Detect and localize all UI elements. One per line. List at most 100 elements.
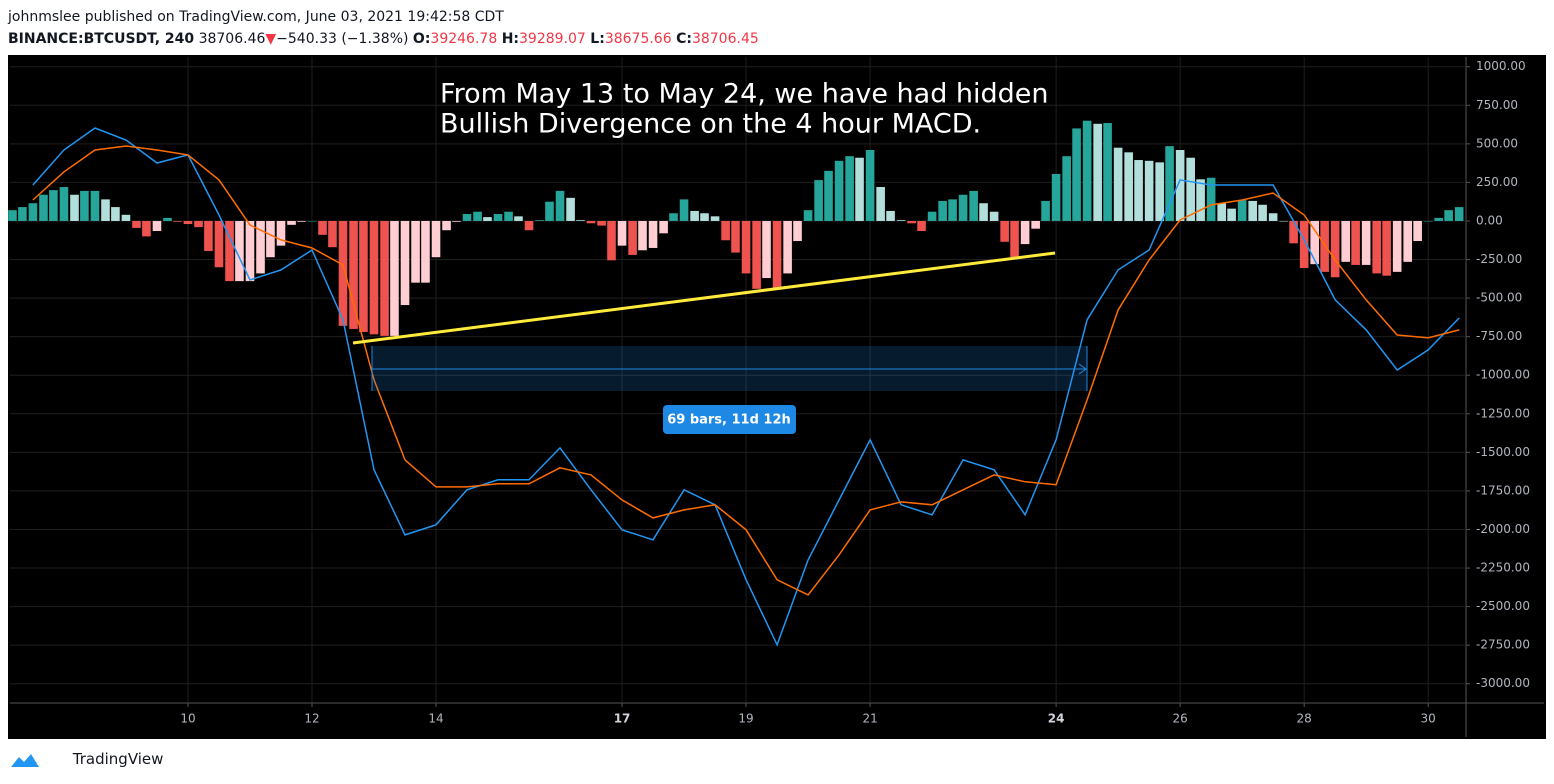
histogram-bar [679, 199, 689, 221]
histogram-bar [70, 194, 79, 221]
histogram-bar [1041, 200, 1050, 221]
histogram-bar [1206, 177, 1216, 221]
histogram-bar [628, 220, 637, 255]
histogram-bar [49, 190, 58, 221]
histogram-bar [287, 220, 296, 225]
histogram-bar [266, 220, 275, 258]
x-tick-label: 19 [738, 712, 753, 726]
histogram-bar [318, 220, 327, 235]
histogram-bar [576, 220, 585, 221]
annotation: From May 13 to May 24, we have had hidde… [440, 79, 1049, 110]
y-tick-label: 750.00 [1476, 98, 1518, 112]
histogram-bar [1000, 220, 1009, 242]
histogram-bar [865, 150, 875, 221]
histogram-bar [876, 187, 885, 221]
histogram-bar [731, 220, 740, 253]
x-tick-label: 17 [614, 712, 631, 726]
histogram-bar [514, 216, 523, 221]
histogram-bar [907, 220, 916, 224]
histogram-bar [1175, 150, 1185, 221]
open: 39246.78 [430, 31, 498, 47]
histogram-bar [772, 220, 782, 289]
histogram-bar [214, 220, 224, 268]
histogram-bar [545, 201, 554, 221]
histogram-bar [1320, 220, 1329, 272]
histogram-bar [18, 207, 27, 221]
brand: TradingView [72, 750, 164, 768]
line-series [32, 145, 1460, 596]
y-tick-label: -1750.00 [1476, 483, 1530, 497]
histogram-bar [235, 220, 244, 282]
histogram-bar [400, 220, 410, 306]
histogram-bar [173, 220, 182, 222]
histogram-bar [204, 220, 213, 252]
histogram-bar [783, 220, 792, 274]
trend-line [352, 251, 1056, 345]
x-tick-label: 14 [428, 712, 443, 726]
histogram-bar [1196, 179, 1205, 221]
histogram-bar [1144, 160, 1154, 221]
low: 38675.66 [604, 31, 672, 47]
close: 38706.45 [691, 31, 759, 47]
histogram-bar [1031, 220, 1040, 229]
histogram-bar [225, 220, 234, 282]
histogram-bar [1382, 220, 1391, 276]
histogram-bar [504, 211, 513, 221]
histogram-bar [411, 220, 420, 283]
y-tick-label: 0.00 [1476, 213, 1503, 227]
histogram-bar [1103, 123, 1112, 221]
publisher: johnmslee published on TradingView.com, … [8, 9, 504, 25]
histogram-bar [710, 216, 720, 221]
histogram-bar [896, 220, 906, 221]
histogram-bar [28, 203, 38, 221]
histogram-bar [979, 203, 988, 221]
measure-label: 69 bars, 11d 12h [667, 413, 791, 428]
histogram-bar [1217, 203, 1226, 221]
histogram-bar [297, 220, 306, 222]
histogram-bar [1403, 220, 1413, 262]
histogram-bar [80, 190, 89, 221]
quote-line: BINANCE:BTCUSDT, 240 38706.46▼−540.33 (−… [8, 28, 759, 50]
histogram-bar [700, 213, 709, 221]
y-tick-label: -2500.00 [1476, 599, 1530, 613]
histogram-bar [555, 190, 565, 221]
symbol: BINANCE:BTCUSDT, 240 [8, 31, 195, 47]
header: johnmslee published on TradingView.com, … [8, 6, 759, 50]
histogram-bar [1072, 128, 1081, 221]
histogram-bar [1062, 156, 1071, 221]
histogram-bar [1423, 220, 1433, 222]
histogram-bar [969, 190, 978, 221]
last: 38706.46 [198, 31, 266, 47]
histogram-bar [752, 220, 761, 289]
histogram-bar [493, 214, 503, 221]
histogram-bar [803, 210, 813, 221]
histogram-bar [307, 220, 317, 222]
y-tick-label: -2750.00 [1476, 638, 1530, 652]
histogram-bar [1010, 220, 1019, 258]
histogram-bar [452, 220, 461, 222]
histogram-bar [586, 220, 596, 224]
chart-bg [8, 55, 1546, 739]
measure-label-bg [663, 405, 796, 434]
histogram-bar [607, 220, 616, 261]
histogram-bar [917, 220, 926, 231]
histogram-bar [1134, 160, 1143, 221]
histogram-bar [152, 220, 162, 231]
x-tick-label: 30 [1421, 712, 1436, 726]
y-tick-label: -1250.00 [1476, 406, 1530, 420]
histogram-bar [338, 220, 348, 326]
o-label: O: [412, 31, 431, 47]
histogram-bar [59, 187, 69, 221]
histogram-bar [845, 156, 854, 221]
histogram-bar [1444, 210, 1453, 221]
histogram-bar [1361, 220, 1371, 265]
histogram-bar [1454, 207, 1464, 221]
histogram-bar [638, 220, 647, 251]
histogram-bar [421, 220, 430, 283]
high: 39289.07 [519, 31, 586, 47]
x-tick-label: 21 [862, 712, 877, 726]
histogram-bar [431, 220, 441, 258]
histogram-bar [8, 210, 17, 221]
